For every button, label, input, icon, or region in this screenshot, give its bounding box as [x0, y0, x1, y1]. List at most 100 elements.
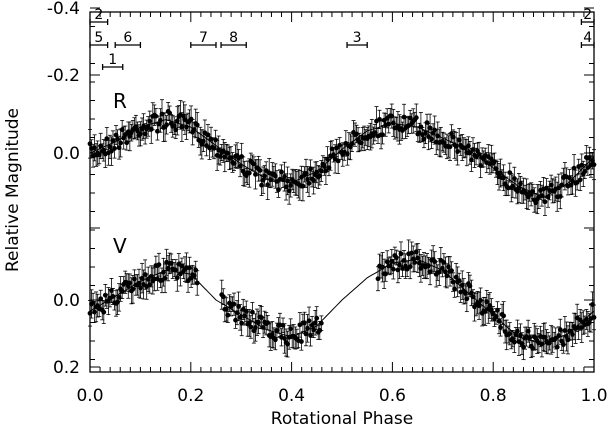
data-point	[404, 261, 410, 277]
data-point	[511, 166, 517, 191]
annotation-bracket: 4	[580, 30, 595, 48]
annotation-label: 5	[94, 30, 103, 46]
data-marker	[407, 264, 413, 270]
annotation-label: 1	[108, 52, 117, 68]
data-points	[87, 99, 597, 361]
data-marker	[112, 146, 117, 151]
data-marker	[582, 169, 588, 174]
data-marker	[101, 309, 107, 315]
data-marker	[194, 122, 200, 128]
data-marker	[174, 275, 180, 281]
data-marker	[423, 130, 428, 136]
data-marker	[498, 325, 503, 330]
data-point	[577, 168, 583, 192]
annotation-label: 6	[123, 30, 132, 46]
data-point	[306, 169, 312, 198]
x-tick-label: 1.0	[580, 386, 607, 406]
data-point	[246, 158, 252, 188]
data-marker	[398, 251, 404, 257]
data-marker	[464, 296, 470, 302]
data-marker	[167, 110, 173, 116]
data-point	[423, 122, 428, 145]
data-marker	[272, 337, 278, 343]
data-marker	[231, 301, 237, 307]
data-point	[184, 114, 189, 140]
annotation-label: 7	[199, 30, 208, 46]
annotation-brackets: 2 5 61 7 8 3 2 4	[89, 7, 595, 70]
data-marker	[162, 275, 168, 281]
annotation-bracket: 3	[346, 30, 368, 48]
data-marker	[153, 113, 159, 119]
data-marker	[164, 122, 169, 128]
annotation-label: 3	[353, 30, 362, 46]
data-marker	[249, 309, 255, 315]
annotation-bracket: 7	[190, 30, 217, 48]
x-tick-label: 0.6	[379, 386, 406, 406]
data-marker	[248, 324, 254, 330]
data-point	[318, 315, 324, 331]
data-marker	[98, 296, 104, 302]
data-marker	[390, 266, 396, 272]
data-point	[413, 103, 419, 132]
data-point	[412, 252, 418, 272]
y-axis-label: Relative Magnitude	[3, 108, 23, 272]
data-point	[101, 300, 107, 324]
data-marker	[571, 165, 577, 171]
data-marker	[314, 315, 320, 321]
y-tick-label: -0.2	[47, 66, 80, 86]
data-marker	[308, 333, 313, 338]
series-label: R	[113, 89, 127, 113]
data-point	[591, 149, 597, 181]
y-tick-label: 0.2	[53, 358, 80, 378]
data-point	[205, 124, 211, 146]
data-marker	[413, 115, 419, 121]
series-labels: RV	[113, 89, 127, 258]
data-marker	[104, 136, 110, 141]
y-tick-labels: -0.4 -0.2 0.0 0.0 0.2	[47, 0, 80, 378]
annotation-bracket: 5	[89, 30, 109, 48]
annotation-label: 4	[583, 30, 592, 46]
annotation-bracket: 2	[580, 7, 595, 25]
x-tick-labels: 0.0 0.2 0.4 0.6 0.8 1.0	[76, 386, 607, 406]
data-marker	[591, 162, 597, 168]
model-curve-r	[89, 119, 595, 198]
data-marker	[156, 262, 162, 268]
data-marker	[511, 176, 517, 181]
series-v-points	[87, 239, 597, 361]
data-marker	[412, 260, 418, 265]
data-marker	[447, 144, 453, 150]
data-point	[257, 159, 263, 182]
data-marker	[306, 180, 312, 186]
data-marker	[449, 268, 454, 274]
data-marker	[205, 132, 211, 138]
data-point	[295, 333, 301, 349]
annotation-label: 2	[94, 7, 103, 23]
data-marker	[257, 168, 263, 173]
model-curves	[89, 119, 595, 345]
data-marker	[308, 166, 313, 172]
annotation-label: 2	[583, 7, 592, 23]
annotation-label: 8	[229, 30, 238, 46]
data-point	[167, 105, 173, 121]
annotation-bracket: 1	[101, 52, 124, 70]
data-marker	[246, 170, 252, 176]
data-marker	[591, 315, 597, 320]
data-marker	[225, 312, 231, 318]
x-tick-label: 0.2	[177, 386, 204, 406]
data-point	[449, 261, 454, 280]
data-point	[375, 266, 381, 292]
data-point	[447, 132, 453, 161]
data-point	[156, 252, 162, 277]
x-tick-label: 0.4	[278, 386, 305, 406]
x-tick-label: 0.8	[480, 386, 507, 406]
data-marker	[554, 344, 560, 350]
y-tick-label: -0.4	[47, 0, 80, 19]
model-curve-v	[89, 258, 595, 345]
annotation-bracket: 2	[89, 7, 109, 25]
data-marker	[501, 313, 507, 319]
data-marker	[299, 339, 304, 344]
data-marker	[577, 177, 583, 183]
data-marker	[239, 320, 245, 326]
